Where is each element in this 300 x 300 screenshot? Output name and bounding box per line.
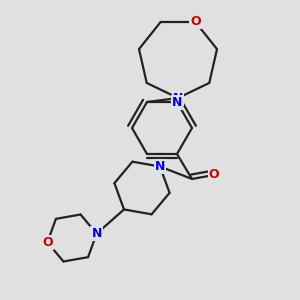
- Text: N: N: [155, 160, 165, 173]
- Text: N: N: [92, 227, 102, 240]
- Text: O: O: [190, 16, 201, 28]
- Text: N: N: [172, 95, 182, 109]
- Text: N: N: [173, 92, 183, 104]
- Text: O: O: [42, 236, 53, 249]
- Text: O: O: [209, 169, 219, 182]
